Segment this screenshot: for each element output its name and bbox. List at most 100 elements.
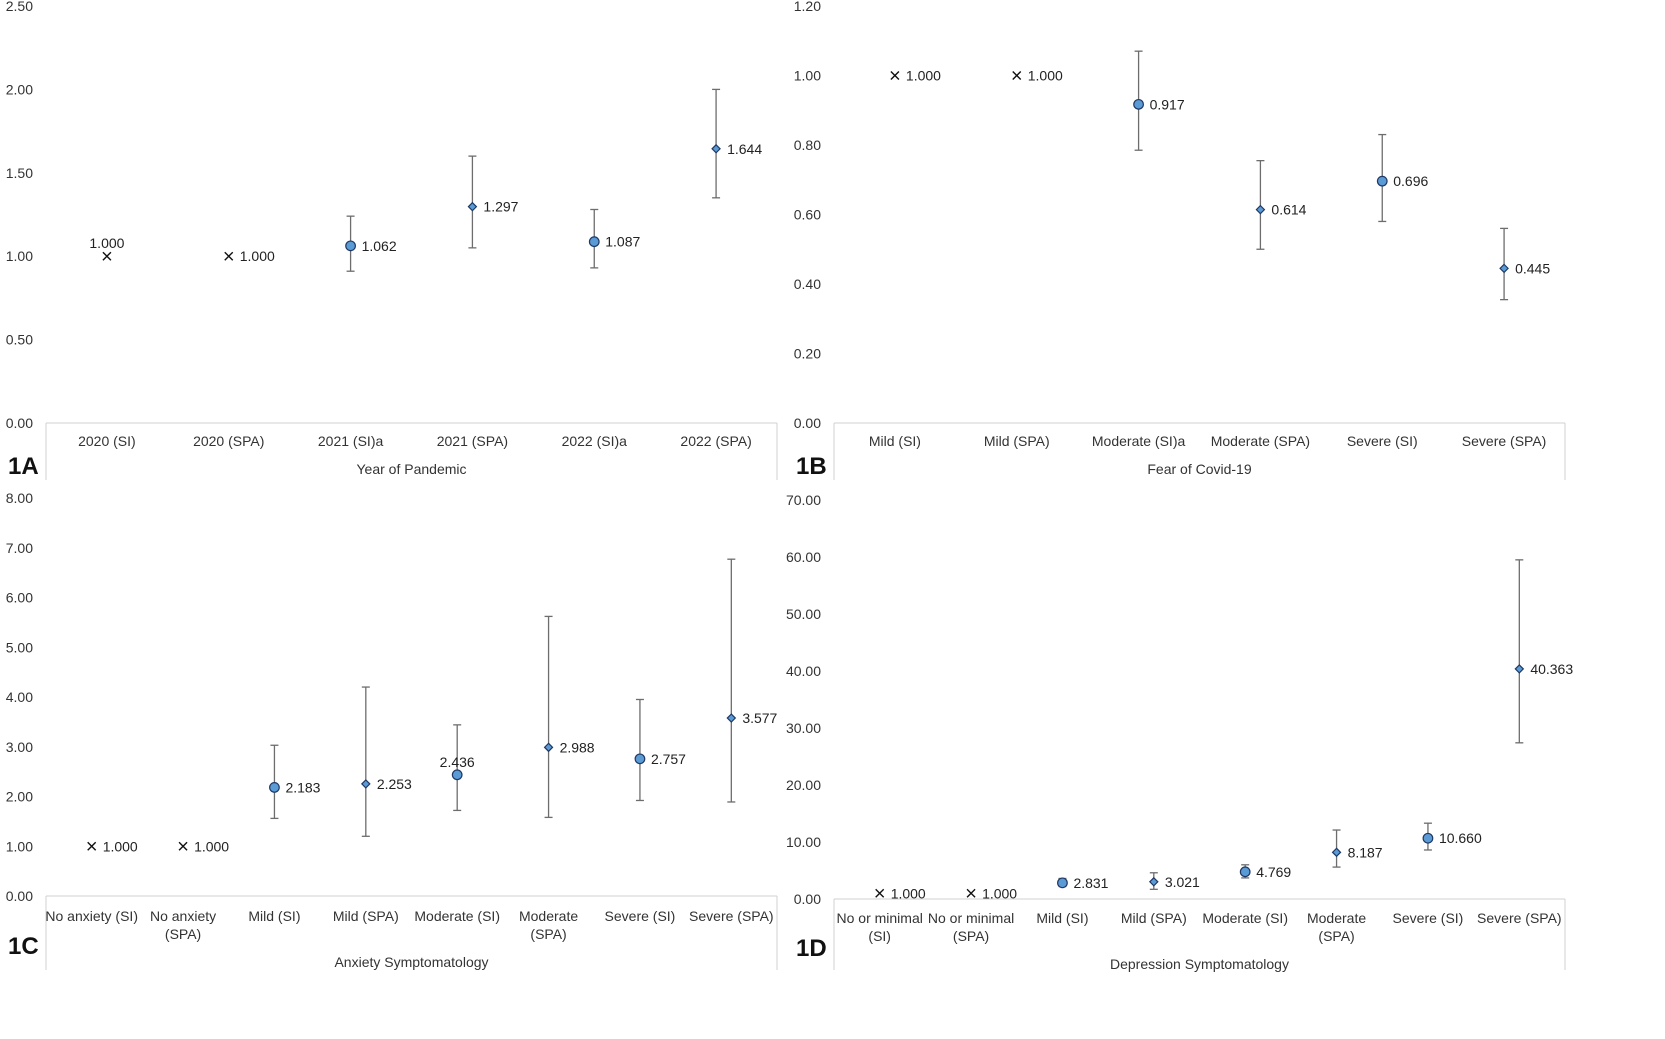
data-point-stroke xyxy=(1012,71,1022,80)
data-label: 2.183 xyxy=(285,779,320,795)
x-category-label: 2022 (SPA) xyxy=(680,433,751,449)
data-label: 1.000 xyxy=(103,838,138,854)
x-category-label: Mild (SPA) xyxy=(333,908,399,924)
data-point xyxy=(966,888,976,898)
x-category-label: Severe (SPA) xyxy=(1462,433,1547,449)
data-point xyxy=(1499,263,1509,274)
panel-label: 1A xyxy=(8,453,39,480)
data-point xyxy=(1255,204,1266,215)
y-tick-label: 40.00 xyxy=(786,663,821,679)
y-tick-label: 1.20 xyxy=(794,0,821,14)
y-tick-label: 1.00 xyxy=(6,838,33,854)
data-point-stroke xyxy=(224,251,234,261)
data-point-stroke xyxy=(875,888,885,898)
y-tick-label: 0.60 xyxy=(794,207,821,223)
chart-panel-1c: 0.00 1.00 2.00 3.00 4.00 5.00 6.00 7.00 8.00 No a… xyxy=(6,490,778,970)
y-tick-label: 0.00 xyxy=(794,415,821,431)
y-tick-label: 6.00 xyxy=(6,590,33,606)
chart-panel-1a: 0.00 0.50 1.00 1.50 2.00 2.50 2020 (SI) 2020 (S… xyxy=(6,0,778,480)
x-category-label: No anxiety (SPA) xyxy=(150,908,216,942)
x-category-label: Moderate (SPA) xyxy=(519,908,578,942)
data-label: 3.577 xyxy=(742,710,777,726)
data-point-stroke xyxy=(890,71,900,80)
data-point-stroke xyxy=(87,841,97,851)
data-label: 1.000 xyxy=(194,838,229,854)
data-label: 1.644 xyxy=(727,141,762,157)
data-point-stroke xyxy=(102,251,112,261)
data-point xyxy=(588,236,600,248)
data-label: 1.000 xyxy=(906,68,941,84)
y-tick-label: 2.00 xyxy=(6,81,33,97)
x-category-label: No or minimal (SPA) xyxy=(928,910,1014,944)
x-category-label: 2020 (SPA) xyxy=(193,433,264,449)
y-tick-label: 4.00 xyxy=(6,689,33,705)
x-category-label: 2020 (SI) xyxy=(78,433,136,449)
data-point xyxy=(875,888,885,898)
y-tick-label: 7.00 xyxy=(6,540,33,556)
data-label: 3.021 xyxy=(1165,874,1200,890)
x-category-label: Mild (SPA) xyxy=(1121,910,1187,926)
data-label: 0.696 xyxy=(1393,173,1428,189)
data-point xyxy=(1239,866,1251,878)
x-category-label: 2021 (SI)a xyxy=(318,433,384,449)
data-point xyxy=(1148,876,1159,887)
data-label: 0.917 xyxy=(1150,96,1185,112)
x-category-label: Mild (SPA) xyxy=(984,433,1050,449)
y-tick-label: 10.00 xyxy=(786,834,821,850)
x-category-label: Moderate (SI) xyxy=(414,908,500,924)
data-point xyxy=(178,841,188,851)
data-point-stroke xyxy=(178,841,188,851)
y-tick-label: 30.00 xyxy=(786,720,821,736)
x-category-label: Severe (SI) xyxy=(1393,910,1464,926)
x-category-label: No anxiety (SI) xyxy=(45,908,138,924)
data-point xyxy=(1514,664,1525,674)
data-label: 10.660 xyxy=(1439,830,1482,846)
data-label: 1.297 xyxy=(483,199,518,215)
chart-panel-1d: 0.00 10.00 20.00 30.00 40.00 50.00 60.00 70.00 N… xyxy=(786,492,1573,972)
data-point-stroke xyxy=(966,888,976,898)
x-category-label: 2022 (SI)a xyxy=(562,433,628,449)
data-point xyxy=(1376,175,1388,187)
panel-label: 1C xyxy=(8,933,39,960)
chart-panel-1b: 0.00 0.20 0.40 0.60 0.80 1.00 1.20 Mild (SI) Mil… xyxy=(794,0,1566,480)
data-point xyxy=(543,742,554,753)
y-tick-label: 2.50 xyxy=(6,0,33,14)
data-label: 1.000 xyxy=(891,885,926,901)
x-category-label: 2021 (SPA) xyxy=(437,433,508,449)
y-tick-label: 1.00 xyxy=(6,248,33,264)
x-category-label: Moderate (SPA) xyxy=(1307,910,1366,944)
x-category-label: Severe (SPA) xyxy=(689,908,774,924)
data-point xyxy=(890,71,900,80)
x-category-label: Moderate (SPA) xyxy=(1211,433,1310,449)
x-axis-title: Fear of Covid-19 xyxy=(1147,461,1251,477)
y-tick-label: 1.00 xyxy=(794,68,821,84)
data-label: 2.253 xyxy=(377,776,412,792)
y-tick-label: 0.00 xyxy=(6,888,33,904)
data-point xyxy=(1012,71,1022,80)
x-category-label: Mild (SI) xyxy=(869,433,921,449)
data-label: 4.769 xyxy=(1256,864,1291,880)
data-label: 2.831 xyxy=(1073,875,1108,891)
data-label: 1.000 xyxy=(240,248,275,264)
y-tick-label: 70.00 xyxy=(786,492,821,508)
y-tick-label: 5.00 xyxy=(6,639,33,655)
data-label: 2.988 xyxy=(560,739,595,755)
x-category-label: Moderate (SI)a xyxy=(1092,433,1186,449)
panel-label: 1B xyxy=(796,453,827,480)
y-tick-label: 50.00 xyxy=(786,606,821,622)
data-label: 0.614 xyxy=(1271,202,1306,218)
x-category-label: Moderate (SI) xyxy=(1202,910,1288,926)
data-label: 0.445 xyxy=(1515,260,1550,276)
data-label: 1.000 xyxy=(982,885,1017,901)
data-point xyxy=(1331,847,1342,858)
data-label: 1.062 xyxy=(362,238,397,254)
panel-label: 1D xyxy=(796,935,827,962)
data-label: 2.757 xyxy=(651,751,686,767)
data-point xyxy=(711,143,721,154)
data-point xyxy=(1133,98,1144,110)
data-point xyxy=(467,201,478,212)
x-axis-title: Depression Symptomatology xyxy=(1110,956,1289,972)
data-point xyxy=(269,781,280,793)
